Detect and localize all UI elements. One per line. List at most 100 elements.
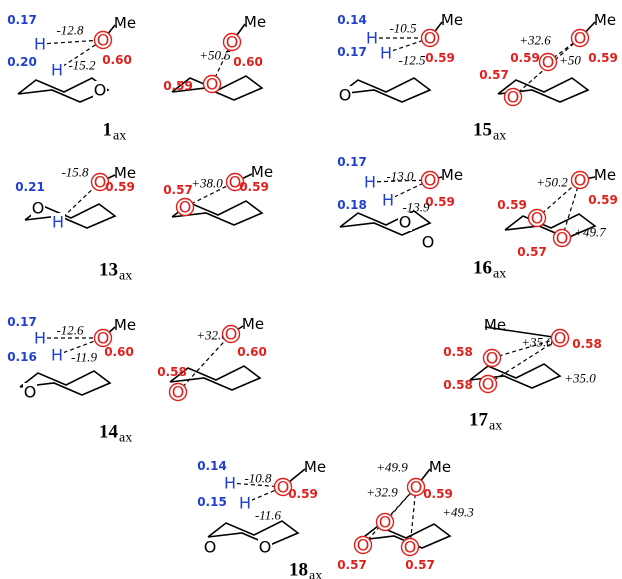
charge-label: 0.59: [105, 180, 135, 194]
atom-label: O: [422, 233, 435, 252]
compound-number: 14: [99, 422, 119, 443]
energy-label: +50: [559, 53, 581, 68]
compound-subscript: ax: [309, 569, 322, 579]
charge-label: 0.16: [7, 350, 37, 364]
atom-label: O: [554, 329, 567, 348]
atom-label: O: [32, 199, 45, 218]
energy-label: +49.9: [376, 460, 408, 475]
energy-label: -11.9: [71, 350, 98, 365]
charge-label: 0.58: [572, 337, 602, 351]
compound-number: 1: [103, 120, 113, 141]
atom-label: Me: [114, 14, 136, 32]
atom-label: Me: [594, 166, 616, 184]
atom-label: O: [206, 75, 219, 94]
compound-subscript: ax: [493, 129, 506, 144]
atom-label: O: [357, 536, 370, 555]
charge-label: 0.14: [337, 13, 367, 27]
atom-label: H: [51, 346, 63, 365]
atom-label: Me: [304, 458, 326, 476]
charge-label: 0.57: [337, 558, 367, 572]
charge-label: 0.59: [425, 195, 455, 209]
atom-label: O: [225, 325, 238, 344]
atom-label: O: [259, 538, 272, 557]
charge-label: 0.60: [104, 345, 134, 359]
atom-label: O: [379, 513, 392, 532]
charge-label: 0.20: [7, 55, 37, 69]
compound-number: 18: [289, 560, 308, 579]
atom-label: O: [542, 53, 555, 72]
charge-label: 0.18: [337, 198, 367, 212]
energy-label: -13.0: [386, 169, 414, 184]
atom-label: H: [380, 44, 392, 63]
atom-label: O: [226, 33, 239, 52]
energy-label: +38.0: [191, 176, 223, 191]
compound-subscript: ax: [119, 431, 132, 446]
atom-label: Me: [441, 11, 463, 29]
charge-label: 0.60: [237, 345, 267, 359]
charge-label: 0.17: [337, 155, 367, 169]
compound-subscript: ax: [489, 419, 502, 434]
compound-subscript: ax: [119, 269, 132, 284]
charge-label: 0.59: [588, 51, 618, 65]
charge-label: 0.58: [157, 365, 187, 379]
charge-label: 0.15: [197, 495, 227, 509]
charge-label: 0.17: [337, 45, 367, 59]
charge-label: 0.21: [15, 180, 45, 194]
atom-label: Me: [441, 166, 463, 184]
atom-label: H: [34, 35, 46, 54]
atom-label: H: [239, 494, 251, 513]
energy-label: +49.3: [442, 505, 474, 520]
energy-label: +32.6: [519, 33, 551, 48]
atom-label: O: [399, 213, 412, 232]
atom-label: H: [52, 213, 64, 232]
charge-label: 0.59: [510, 51, 540, 65]
charge-label: 0.58: [443, 378, 473, 392]
atom-label: O: [179, 198, 192, 217]
charge-label: 0.59: [425, 51, 455, 65]
atom-label: O: [574, 171, 587, 190]
compound-subscript: ax: [113, 129, 126, 144]
energy-label: -12.6: [56, 323, 84, 338]
energy-label: -12.8: [56, 23, 84, 38]
charge-label: 0.59: [588, 193, 618, 207]
atom-label: O: [556, 229, 569, 248]
atom-label: O: [486, 349, 499, 368]
atom-label: Me: [251, 163, 273, 181]
energy-label: -12.5: [398, 53, 426, 68]
atom-label: Me: [244, 13, 266, 31]
atom-label: O: [404, 538, 417, 557]
compound-number: 15: [473, 120, 492, 141]
atom-label: Me: [594, 11, 616, 29]
atom-label: H: [224, 474, 236, 493]
atom-label: H: [366, 29, 378, 48]
energy-label: -15.8: [61, 165, 89, 180]
charge-label: 0.14: [197, 459, 227, 473]
atom-label: O: [424, 171, 437, 190]
figure: 0.17H-12.8MeO0.20H-15.20.60O+50.5MeO0.60…: [0, 0, 622, 579]
energy-label: -10.8: [244, 471, 272, 486]
charge-label: 0.60: [233, 55, 263, 69]
atom-label: H: [51, 61, 63, 80]
charge-label: 0.59: [239, 180, 269, 194]
energy-label: +32.9: [366, 485, 398, 500]
atom-label: Me: [429, 458, 451, 476]
interaction: [178, 334, 231, 392]
atom-label: Me: [114, 316, 136, 334]
atom-label: O: [410, 478, 423, 497]
energy-label: -10.5: [389, 21, 417, 36]
energy-label: +35.0: [521, 335, 553, 350]
atom-label: Me: [484, 316, 506, 334]
charge-label: 0.58: [443, 345, 473, 359]
charge-label: 0.57: [405, 558, 435, 572]
charge-label: 0.17: [7, 315, 37, 329]
energy-label: -15.2: [68, 58, 96, 73]
atom-label: Me: [242, 315, 264, 333]
compound-subscript: ax: [493, 267, 506, 282]
atom-label: O: [24, 383, 37, 402]
charge-label: 0.59: [423, 487, 453, 501]
atom-label: O: [531, 209, 544, 228]
atom-label: O: [507, 88, 520, 107]
atom-label: O: [172, 383, 185, 402]
compound-number: 17: [469, 410, 489, 431]
atom-label: O: [574, 29, 587, 48]
